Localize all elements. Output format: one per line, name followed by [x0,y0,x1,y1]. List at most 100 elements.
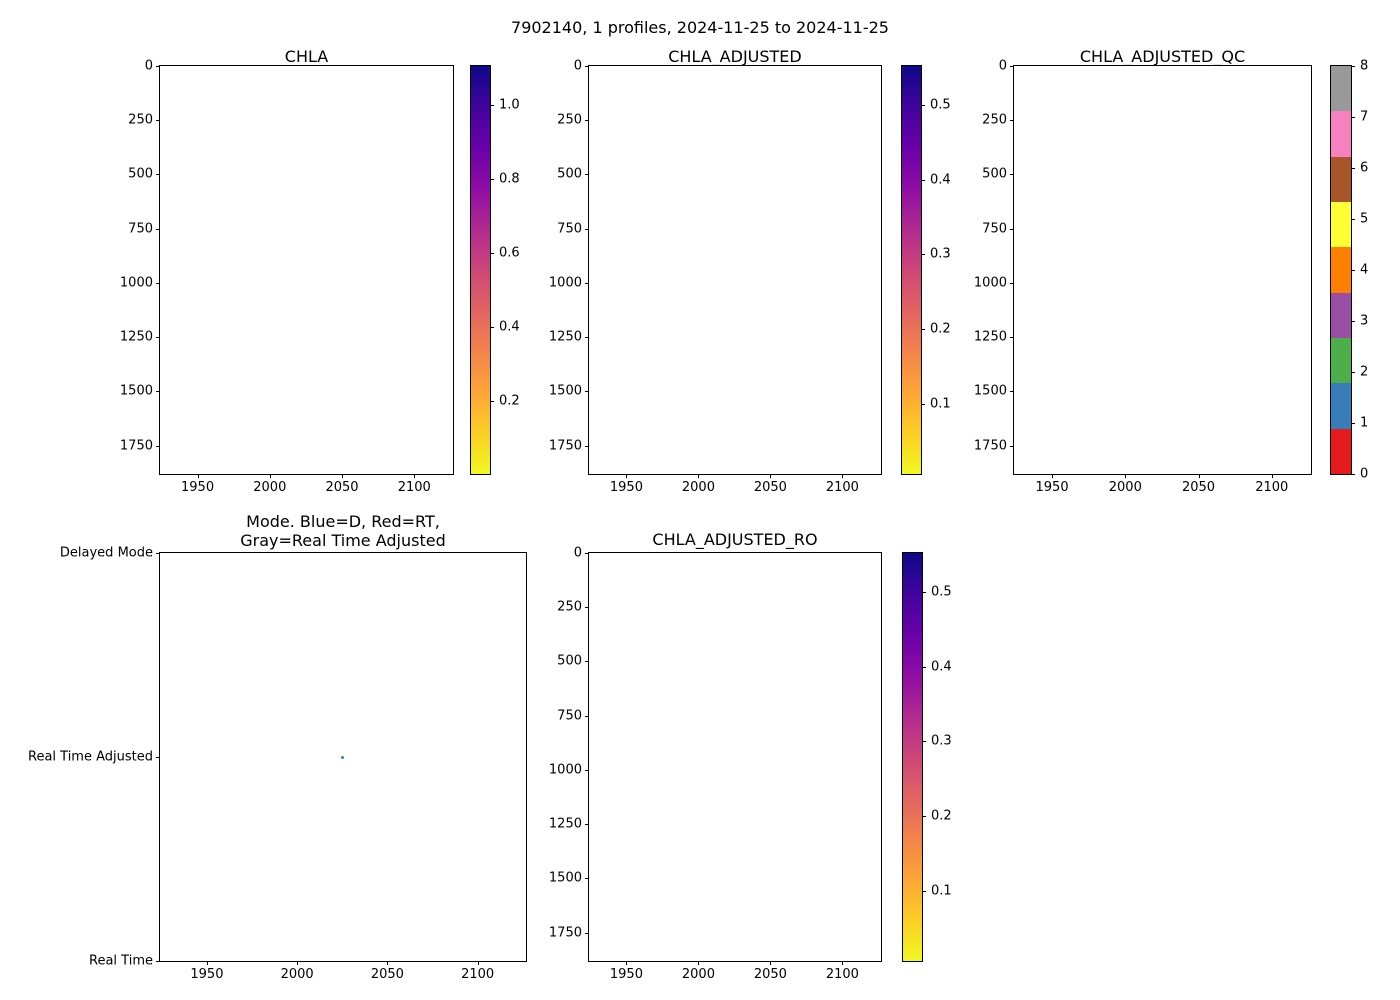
y-tick [156,445,160,447]
x-tick [1125,474,1127,478]
y-tick [585,120,589,122]
mode-plot-area: 1950 2000 2050 2100 Delayed Mode Real Time Ad… [28,546,527,982]
colorbar-tick [1351,219,1355,220]
y-tick-label: 0 [573,545,582,561]
x-tick-label: 1950 [609,967,643,982]
x-tick-label: 2000 [1108,480,1142,495]
figure-title: 7902140, 1 profiles, 2024-11-25 to 2024-… [511,18,889,37]
x-tick-label: 2050 [753,967,787,982]
x-tick [626,961,628,965]
x-tick [342,474,344,478]
y-tick-label: 250 [982,112,1007,128]
chla-adjusted-qc-plot-title: CHLA_ADJUSTED_QC [1079,47,1246,66]
x-tick [387,961,389,965]
y-tick [1010,174,1014,176]
y-tick-label: 0 [998,58,1007,74]
chla-adjusted-plot-area: 1950 2000 2050 2100 0 250 500 750 1000 1250 1500 17… [549,59,882,495]
colorbar-tick [1351,168,1355,169]
y-tick [1010,282,1014,284]
colorbar-tick [490,401,494,403]
y-tick [156,337,160,339]
x-tick-label: 2000 [280,967,314,982]
colorbar-tick-label: 6 [1360,160,1369,176]
colorbar-tick-label: 0.1 [930,396,951,412]
y-tick [585,445,589,447]
mode-plot-title: Mode. Blue=D, Red=RT, Gray=Real Time Adj… [240,512,446,550]
colorbar-tick [1351,270,1355,271]
x-tick [626,474,628,478]
x-tick-label: 1950 [181,480,215,495]
colorbar-tick-label: 0.5 [931,584,952,600]
x-tick-label: 2000 [681,967,715,982]
x-tick-label: 2100 [1255,480,1289,495]
y-tick [156,282,160,284]
x-tick [1198,474,1200,478]
x-tick [1052,474,1054,478]
colorbar-tick [921,254,925,256]
y-tick-label: 750 [982,221,1007,237]
y-tick [585,932,589,934]
colorbar-segment [1331,292,1351,338]
colorbar-tick-label: 0.3 [930,246,951,262]
x-tick-label: 1950 [190,967,224,982]
colorbar-tick-label: 0.6 [499,245,520,261]
colorbar-segment [1331,428,1351,474]
y-tick-label: Real Time [89,953,153,969]
y-tick [585,174,589,176]
x-tick [197,474,199,478]
x-tick [698,474,700,478]
x-tick [842,961,844,965]
y-tick-label: 1500 [973,383,1007,399]
colorbar-tick [490,179,494,181]
colorbar-tick-label: 3 [1360,313,1369,329]
y-tick-label: 1500 [548,383,582,399]
y-tick-label: 0 [144,58,153,74]
colorbar-tick [1351,474,1355,475]
y-tick [585,391,589,393]
colorbar-tick-label: 1 [1360,415,1369,431]
x-tick-label: 2100 [397,480,431,495]
colorbar-tick-label: 0 [1360,466,1369,482]
y-tick [585,337,589,339]
chla-adjusted-qc-colorbar: 8 7 6 5 4 3 2 1 0 [1330,59,1368,482]
x-tick-label: 1950 [1035,480,1069,495]
x-tick [269,474,271,478]
x-tick [414,474,416,478]
colorbar-segment [1331,337,1351,384]
y-tick-label: 1750 [548,925,582,941]
colorbar-tick [922,591,926,593]
y-tick [156,553,160,554]
colorbar-tick [921,104,925,106]
x-tick [297,961,299,965]
y-tick-label: 1250 [973,329,1007,345]
y-tick [1010,391,1014,393]
colorbar-tick-label: 0.2 [931,808,952,824]
x-tick [770,474,772,478]
y-tick-label: 250 [128,112,153,128]
y-tick-label: 500 [557,166,582,182]
y-tick-label: 750 [557,221,582,237]
colorbar-tick [1351,423,1355,424]
colorbar-tick [1351,117,1355,118]
y-tick-label: 1250 [119,329,153,345]
x-tick-label: 2050 [753,480,787,495]
y-tick-label: 1000 [119,275,153,291]
chla-adjusted-ro-plot-area: 1950 2000 2050 2100 0 250 500 750 1000 1250 1500 17… [549,546,882,982]
y-tick [1010,228,1014,230]
y-tick-label: 1750 [119,438,153,454]
colorbar-tick [921,179,925,181]
y-tick [156,391,160,393]
colorbar-segment [1331,383,1351,429]
colorbar-tick [922,890,926,892]
colorbar-tick-label: 8 [1360,58,1369,74]
colorbar-tick-label: 0.5 [930,97,951,113]
y-tick-label: 1250 [548,329,582,345]
chla-adjusted-qc-plot-area: 1950 2000 2050 2100 0 250 500 750 1000 1250 1500 17… [974,59,1312,495]
y-tick-label: 1750 [973,438,1007,454]
y-tick-label: 1250 [548,816,582,832]
y-tick [1010,66,1014,67]
colorbar-tick-label: 0.1 [931,883,952,899]
y-tick-label: 750 [128,221,153,237]
x-tick-label: 2000 [253,480,287,495]
colorbar-tick-label: 0.2 [930,321,951,337]
